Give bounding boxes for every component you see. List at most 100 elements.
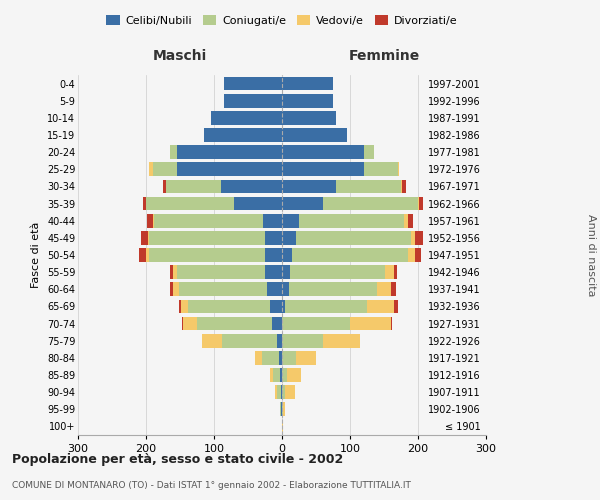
Bar bbox=[323, 196, 418, 210]
Bar bbox=[394, 266, 397, 279]
Bar bbox=[282, 386, 285, 399]
Bar bbox=[170, 146, 176, 159]
Bar bbox=[273, 368, 280, 382]
Text: COMUNE DI MONTANARO (TO) - Dati ISTAT 1° gennaio 2002 - Elaborazione TUTTITALIA.: COMUNE DI MONTANARO (TO) - Dati ISTAT 1°… bbox=[12, 480, 411, 490]
Bar bbox=[279, 351, 282, 364]
Bar bbox=[286, 300, 367, 314]
Text: Anni di nascita: Anni di nascita bbox=[586, 214, 596, 296]
Bar bbox=[270, 368, 273, 382]
Bar bbox=[179, 300, 181, 314]
Bar bbox=[166, 180, 221, 194]
Bar bbox=[282, 162, 364, 176]
Bar bbox=[176, 266, 265, 279]
Bar bbox=[289, 282, 377, 296]
Bar bbox=[401, 180, 403, 194]
Y-axis label: Fasce di età: Fasce di età bbox=[31, 222, 41, 288]
Bar bbox=[139, 248, 146, 262]
Text: Femmine: Femmine bbox=[349, 48, 419, 62]
Bar bbox=[296, 351, 316, 364]
Bar bbox=[211, 111, 282, 124]
Bar bbox=[280, 368, 282, 382]
Bar bbox=[265, 231, 282, 244]
Bar bbox=[282, 214, 299, 228]
Bar bbox=[282, 351, 296, 364]
Bar bbox=[364, 146, 374, 159]
Bar bbox=[176, 146, 282, 159]
Bar bbox=[283, 402, 286, 416]
Bar bbox=[146, 196, 235, 210]
Bar bbox=[391, 316, 392, 330]
Bar bbox=[143, 196, 146, 210]
Bar bbox=[377, 282, 391, 296]
Bar bbox=[337, 180, 401, 194]
Bar bbox=[281, 402, 282, 416]
Bar bbox=[202, 334, 222, 347]
Bar bbox=[265, 248, 282, 262]
Bar bbox=[179, 282, 267, 296]
Bar bbox=[296, 231, 411, 244]
Bar bbox=[364, 162, 398, 176]
Bar bbox=[285, 386, 295, 399]
Bar bbox=[154, 214, 263, 228]
Bar bbox=[149, 231, 265, 244]
Bar bbox=[270, 300, 282, 314]
Bar bbox=[292, 248, 408, 262]
Bar bbox=[265, 266, 282, 279]
Text: Popolazione per età, sesso e stato civile - 2002: Popolazione per età, sesso e stato civil… bbox=[12, 452, 343, 466]
Bar bbox=[188, 300, 270, 314]
Bar bbox=[235, 196, 282, 210]
Bar bbox=[282, 76, 333, 90]
Bar bbox=[149, 162, 153, 176]
Bar bbox=[221, 180, 282, 194]
Bar bbox=[277, 386, 281, 399]
Bar bbox=[182, 316, 184, 330]
Bar bbox=[256, 351, 262, 364]
Bar bbox=[394, 300, 398, 314]
Bar bbox=[146, 248, 149, 262]
Bar bbox=[173, 266, 176, 279]
Bar bbox=[282, 128, 347, 142]
Bar bbox=[204, 128, 282, 142]
Bar bbox=[181, 300, 188, 314]
Bar bbox=[224, 94, 282, 108]
Bar bbox=[222, 334, 277, 347]
Bar bbox=[281, 386, 282, 399]
Bar bbox=[408, 248, 415, 262]
Bar bbox=[163, 180, 166, 194]
Bar bbox=[323, 334, 360, 347]
Bar bbox=[282, 420, 283, 434]
Bar bbox=[267, 282, 282, 296]
Bar bbox=[282, 368, 287, 382]
Bar bbox=[282, 146, 364, 159]
Bar bbox=[282, 316, 350, 330]
Bar bbox=[275, 386, 277, 399]
Legend: Celibi/Nubili, Coniugati/e, Vedovi/e, Divorziati/e: Celibi/Nubili, Coniugati/e, Vedovi/e, Di… bbox=[102, 10, 462, 30]
Bar bbox=[290, 266, 385, 279]
Bar bbox=[170, 266, 173, 279]
Bar bbox=[299, 214, 404, 228]
Bar bbox=[385, 266, 394, 279]
Bar bbox=[197, 316, 272, 330]
Bar bbox=[408, 214, 413, 228]
Bar bbox=[280, 402, 281, 416]
Bar bbox=[277, 334, 282, 347]
Bar bbox=[282, 334, 323, 347]
Bar bbox=[282, 248, 292, 262]
Bar bbox=[367, 300, 394, 314]
Bar bbox=[282, 94, 333, 108]
Bar bbox=[153, 162, 176, 176]
Bar bbox=[282, 266, 290, 279]
Bar bbox=[282, 300, 286, 314]
Bar bbox=[282, 196, 323, 210]
Bar bbox=[282, 282, 289, 296]
Bar bbox=[287, 368, 301, 382]
Bar bbox=[411, 231, 415, 244]
Bar bbox=[282, 111, 337, 124]
Bar bbox=[404, 214, 408, 228]
Bar bbox=[415, 248, 421, 262]
Bar bbox=[153, 214, 154, 228]
Bar bbox=[398, 162, 399, 176]
Bar bbox=[415, 231, 423, 244]
Bar bbox=[148, 214, 153, 228]
Bar bbox=[350, 316, 391, 330]
